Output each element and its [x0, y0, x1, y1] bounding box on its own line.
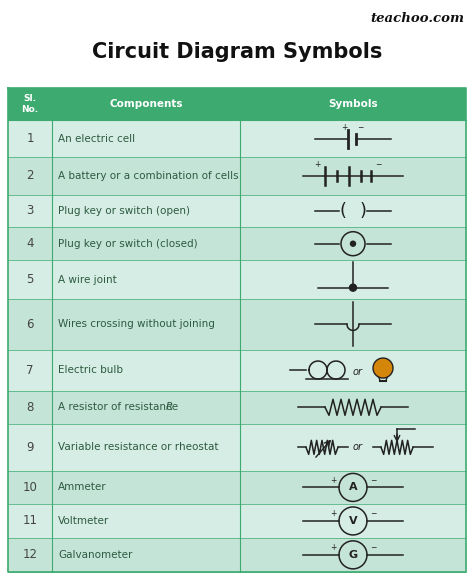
Text: 11: 11 — [22, 514, 37, 528]
Bar — [8, 350, 466, 391]
Text: Components: Components — [109, 99, 183, 109]
Text: 5: 5 — [27, 273, 34, 286]
Bar — [8, 120, 466, 157]
Text: G: G — [348, 550, 357, 560]
Text: 6: 6 — [26, 318, 34, 331]
Text: Voltmeter: Voltmeter — [58, 516, 109, 526]
Text: Electric bulb: Electric bulb — [58, 365, 123, 375]
Text: 1: 1 — [26, 132, 34, 145]
Text: Circuit Diagram Symbols: Circuit Diagram Symbols — [92, 42, 382, 62]
Text: −: − — [370, 509, 376, 518]
Bar — [8, 299, 466, 350]
Text: A wire joint: A wire joint — [58, 275, 117, 285]
Text: +: + — [330, 543, 336, 553]
Text: +: + — [330, 509, 336, 518]
Text: +: + — [314, 160, 320, 169]
Text: 7: 7 — [26, 364, 34, 376]
Text: +: + — [330, 476, 336, 485]
Bar — [8, 227, 466, 260]
Circle shape — [349, 284, 356, 291]
Text: Sl.
No.: Sl. No. — [21, 94, 38, 114]
Circle shape — [373, 358, 393, 378]
Text: A resistor of resistance: A resistor of resistance — [58, 402, 182, 412]
Text: 4: 4 — [26, 237, 34, 250]
Text: Galvanometer: Galvanometer — [58, 550, 132, 560]
Text: Wires crossing without joining: Wires crossing without joining — [58, 320, 215, 329]
Text: 10: 10 — [23, 481, 37, 494]
Text: −: − — [370, 476, 376, 485]
Text: Symbols: Symbols — [328, 99, 378, 109]
Text: 8: 8 — [27, 401, 34, 414]
Text: A battery or a combination of cells: A battery or a combination of cells — [58, 171, 238, 181]
Text: 2: 2 — [26, 169, 34, 183]
Bar — [8, 157, 466, 195]
Bar — [8, 391, 466, 424]
Text: +: + — [341, 123, 347, 132]
Text: −: − — [375, 160, 381, 169]
Circle shape — [350, 241, 356, 246]
Bar — [8, 538, 466, 572]
Text: Ammeter: Ammeter — [58, 483, 107, 492]
Bar — [8, 88, 466, 120]
Text: 3: 3 — [27, 205, 34, 217]
Bar — [8, 470, 466, 504]
Text: −: − — [357, 123, 363, 132]
Bar — [8, 424, 466, 470]
Text: or: or — [353, 367, 363, 377]
Text: ): ) — [359, 202, 366, 220]
Bar — [8, 195, 466, 227]
Text: or: or — [353, 442, 363, 453]
Text: Plug key or switch (closed): Plug key or switch (closed) — [58, 239, 198, 249]
Text: Variable resistance or rheostat: Variable resistance or rheostat — [58, 442, 219, 453]
Bar — [8, 260, 466, 299]
Text: V: V — [349, 516, 357, 526]
Text: An electric cell: An electric cell — [58, 134, 135, 143]
Text: 9: 9 — [26, 441, 34, 454]
Text: −: − — [370, 543, 376, 553]
Text: Plug key or switch (open): Plug key or switch (open) — [58, 206, 190, 216]
Text: 12: 12 — [22, 549, 37, 561]
Bar — [8, 504, 466, 538]
Text: A: A — [349, 483, 357, 492]
Text: teachoo.com: teachoo.com — [370, 12, 464, 24]
Text: R: R — [166, 402, 173, 412]
Text: (: ( — [339, 202, 346, 220]
